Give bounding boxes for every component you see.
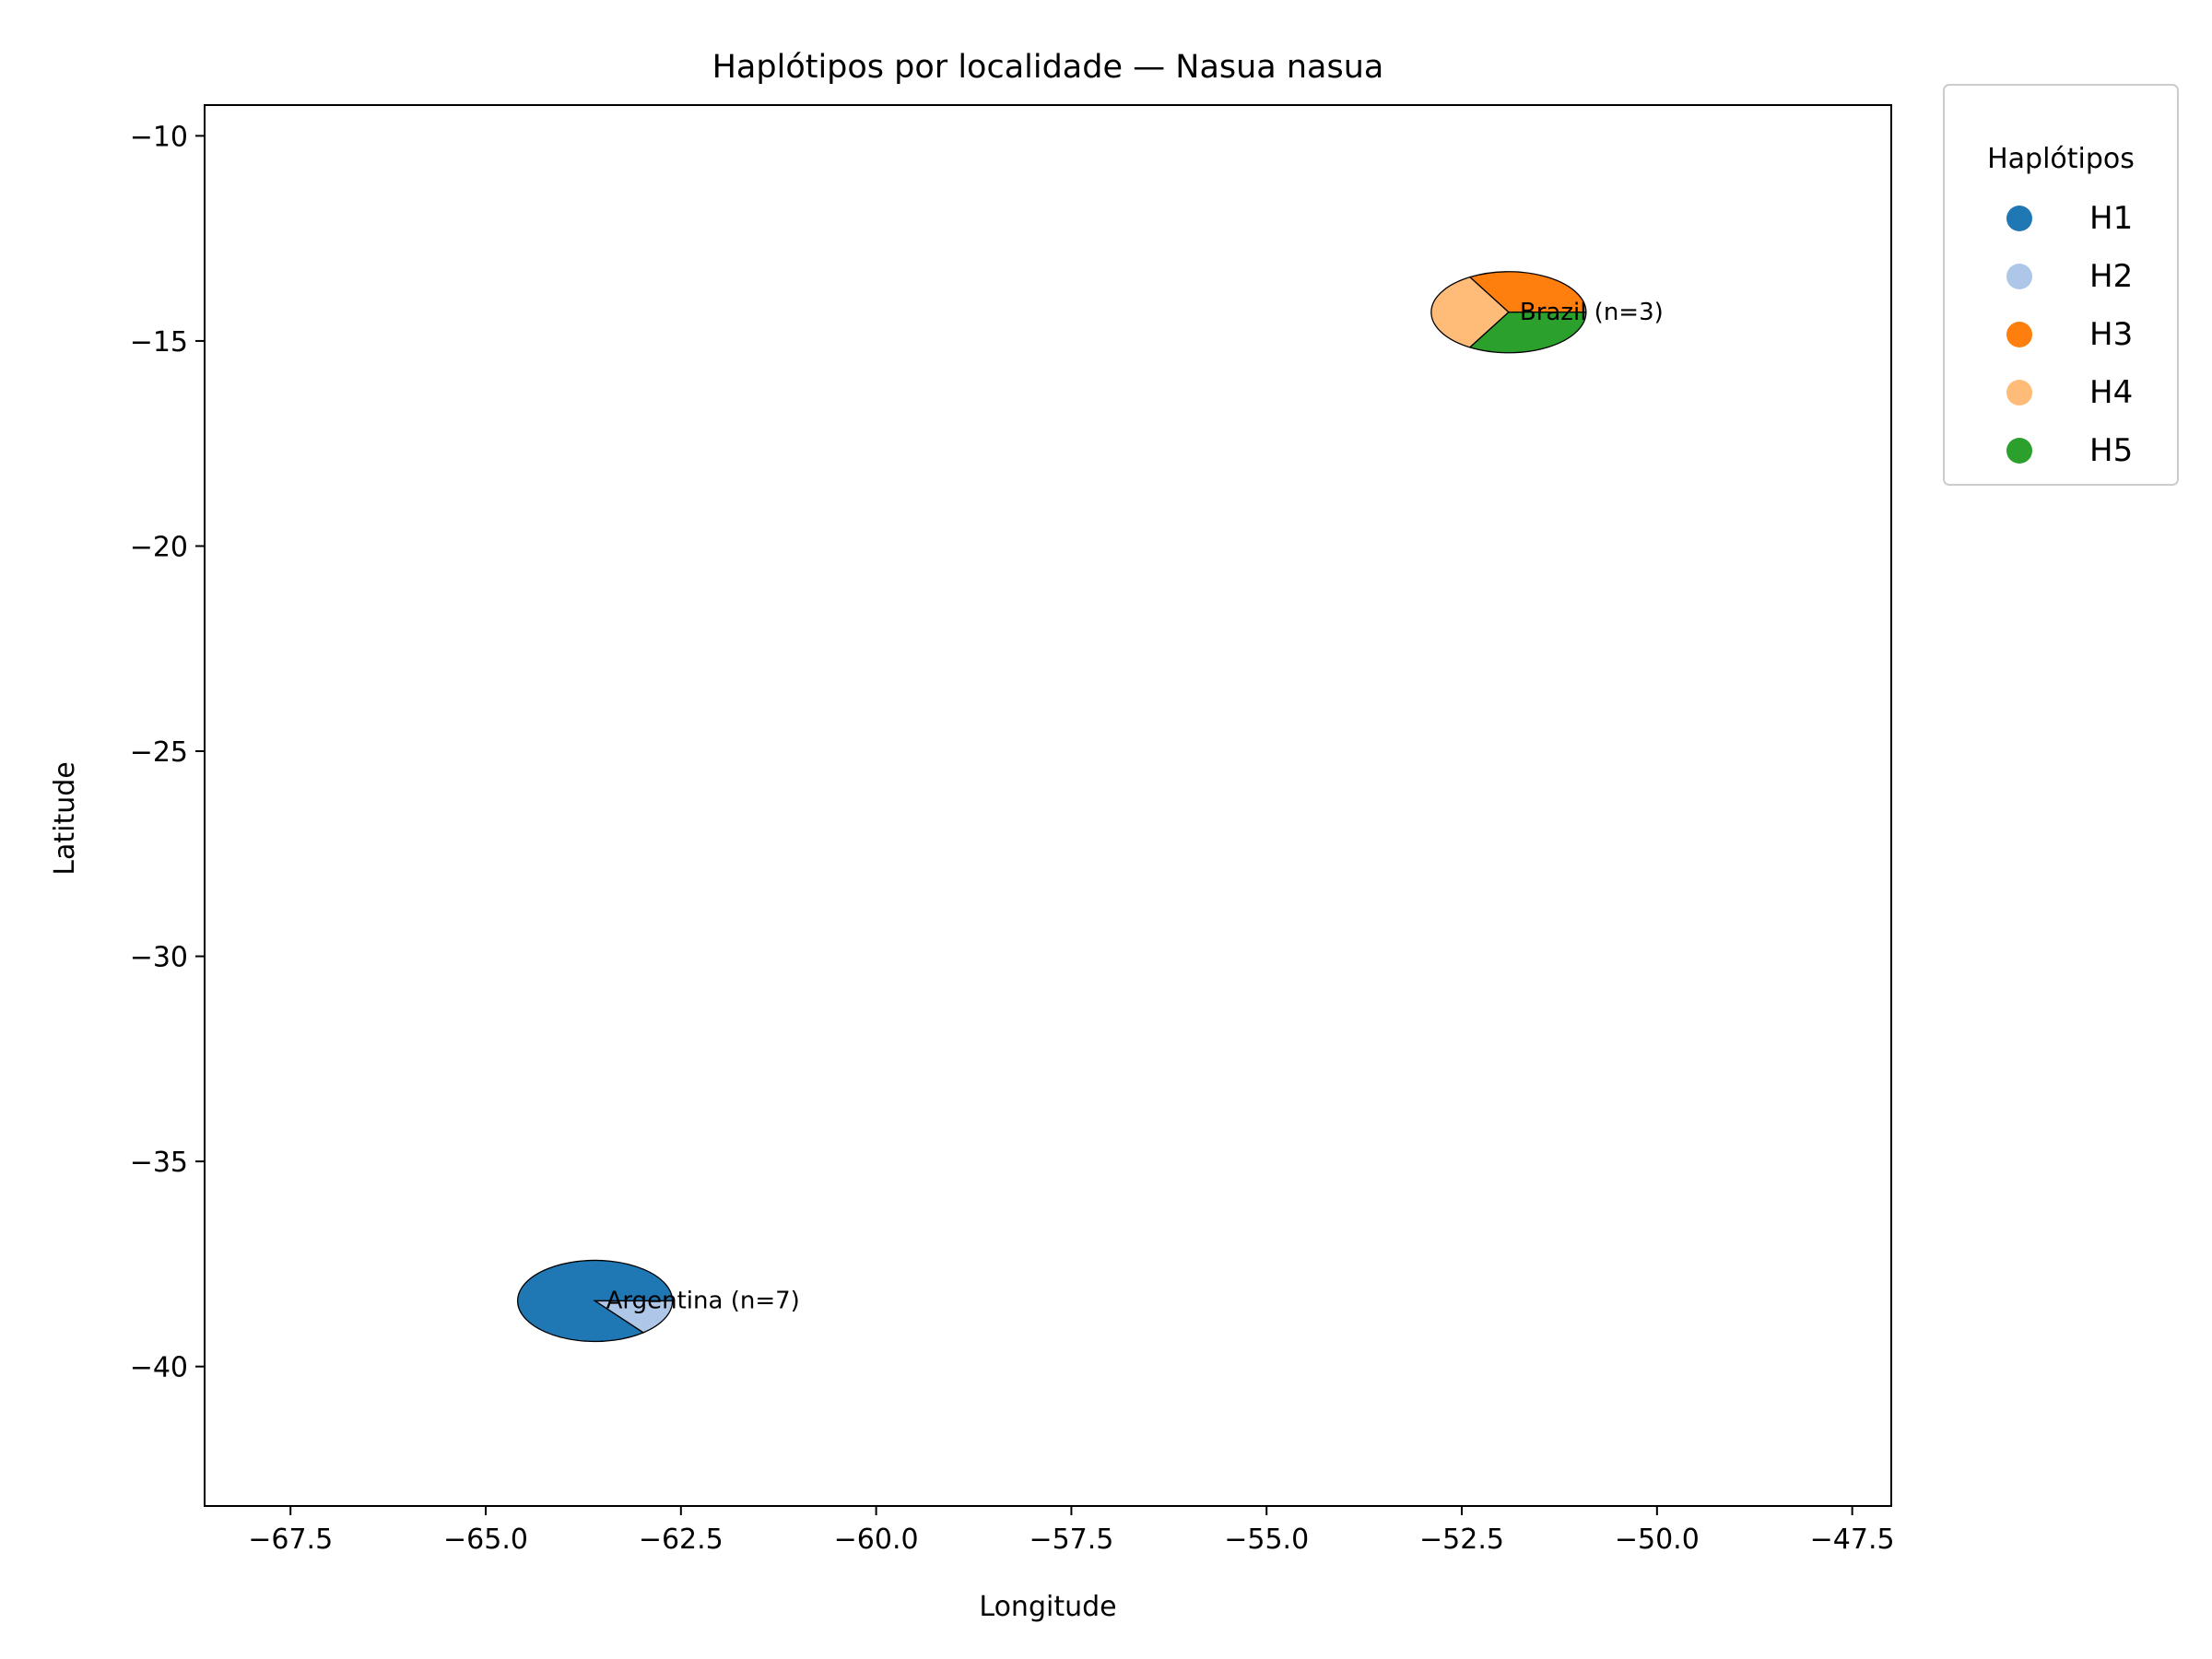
legend-label: H2 [2089,258,2133,295]
x-tick-label: −60.0 [834,1524,919,1556]
legend-marker-h1 [2006,206,2032,231]
legend-marker-h5 [2006,438,2032,464]
legend-box [1943,84,2179,486]
axes-frame [204,104,1892,1507]
chart-title: Haplótipos por localidade — Nasua nasua [712,49,1384,86]
legend-entry: H4 [2006,374,2133,411]
y-tick-label: −10 [130,121,188,153]
x-tick-label: −55.0 [1224,1524,1309,1556]
y-tick-label: −15 [130,326,188,359]
legend-title: Haplótipos [1987,143,2135,175]
x-axis-label: Longitude [979,1591,1116,1623]
legend-entry: H1 [2006,200,2133,237]
legend-label: H1 [2089,200,2133,237]
x-tick-label: −57.5 [1029,1524,1113,1556]
legend-label: H3 [2089,316,2133,353]
y-tick-label: −25 [130,736,188,769]
legend: Haplótipos H1 H2 H3 H4 H5 [1943,84,2179,486]
pie-slice-h3 [1468,271,1587,313]
legend-entry: H2 [2006,258,2133,295]
x-axis: −67.5 −65.0 −62.5 −60.0 −57.5 −55.0 −52.5 −50.0… [248,1506,1895,1556]
locality-pie: Brazil (n=3) [1430,271,1664,354]
x-tick-label: −50.0 [1615,1524,1700,1556]
y-tick-label: −40 [130,1352,188,1384]
locality-pie: Argentina (n=7) [516,1259,800,1343]
x-tick-label: −47.5 [1810,1524,1895,1556]
y-axis-label: Latitude [49,761,81,875]
locality-label: Argentina (n=7) [606,1287,800,1314]
legend-marker-h4 [2006,380,2032,406]
pie-slice-h5 [1468,312,1587,354]
y-axis: −10 −15 −20 −25 −30 −35 −40 [130,121,205,1384]
y-tick-label: −20 [130,531,188,563]
x-tick-label: −62.5 [639,1524,724,1556]
plot-area: Argentina (n=7) Brazil (n=3) [204,104,1892,1507]
x-tick-label: −67.5 [248,1524,333,1556]
legend-marker-h2 [2006,264,2032,289]
y-tick-label: −35 [130,1147,188,1179]
locality-label: Brazil (n=3) [1520,299,1664,326]
legend-label: H5 [2089,432,2133,469]
x-tick-label: −65.0 [443,1524,528,1556]
legend-entry: H3 [2006,316,2133,353]
x-tick-label: −52.5 [1419,1524,1504,1556]
legend-entry: H5 [2006,432,2133,469]
pie-slice-h2 [593,1300,674,1334]
legend-marker-h3 [2006,322,2032,347]
legend-label: H4 [2089,374,2133,411]
y-tick-label: −30 [130,942,188,974]
